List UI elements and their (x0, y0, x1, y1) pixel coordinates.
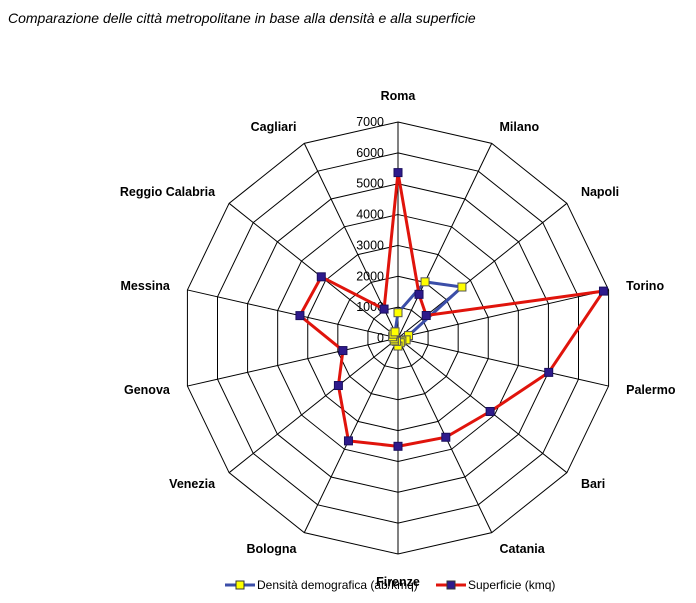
data-point-1-7 (393, 441, 403, 451)
category-label-7: Firenze (376, 575, 420, 589)
category-label-4: Palermo (626, 383, 676, 397)
category-label-9: Venezia (169, 477, 216, 491)
series-lines (295, 168, 608, 451)
category-label-3: Torino (626, 279, 664, 293)
category-label-11: Messina (121, 279, 171, 293)
category-label-6: Catania (500, 542, 546, 556)
category-label-2: Napoli (581, 185, 619, 199)
grid-spoke-11 (187, 289, 399, 339)
tick-label-6000: 6000 (356, 146, 384, 160)
data-point-1-5 (485, 406, 495, 416)
data-point-1-3 (598, 286, 608, 296)
legend: Densità demografica (ab/kmq) Superficie (… (225, 578, 555, 592)
data-point-1-1 (414, 289, 424, 299)
tick-label-3000: 3000 (356, 238, 384, 252)
data-point-0-2 (457, 282, 467, 292)
category-label-0: Roma (381, 89, 417, 103)
data-point-1-10 (338, 346, 348, 356)
category-label-1: Milano (500, 120, 540, 134)
grid-spoke-8 (303, 337, 399, 533)
category-labels: Roma Milano Napoli Torino Palermo Bari Catania… (120, 89, 676, 589)
data-point-1-9 (333, 381, 343, 391)
data-point-1-0 (393, 168, 403, 178)
tick-label-2000: 2000 (356, 269, 384, 283)
data-point-1-11 (295, 311, 305, 321)
data-point-0-0 (393, 308, 403, 318)
category-label-8: Bologna (246, 542, 297, 556)
tick-label-1000: 1000 (356, 300, 384, 314)
legend-marker-1 (446, 580, 456, 590)
data-point-1-6 (441, 432, 451, 442)
series-1 (295, 168, 608, 451)
tick-label-5000: 5000 (356, 177, 384, 191)
data-point-0-13 (390, 327, 400, 337)
grid-spoke-4 (397, 337, 609, 387)
grid-spoke-5 (397, 337, 568, 474)
category-label-13: Cagliari (251, 120, 297, 134)
data-point-1-12 (316, 272, 326, 282)
grid-spoke-12 (228, 202, 399, 339)
legend-label-0: Densità demografica (ab/kmq) (257, 578, 418, 592)
tick-label-7000: 7000 (356, 115, 384, 129)
grid-spoke-9 (228, 337, 399, 474)
legend-marker-0 (235, 580, 245, 590)
grid-spoke-1 (397, 143, 493, 339)
grid-spoke-10 (187, 337, 399, 387)
category-label-5: Bari (581, 477, 605, 491)
data-point-1-13 (379, 304, 389, 314)
tick-label-4000: 4000 (356, 208, 384, 222)
data-point-0-1 (420, 277, 430, 287)
data-point-1-2 (421, 310, 431, 320)
chart-title: Comparazione delle città metropolitane i… (8, 10, 476, 26)
series-0 (388, 277, 467, 351)
category-label-10: Genova (124, 383, 171, 397)
data-point-1-4 (544, 367, 554, 377)
data-point-1-8 (343, 436, 353, 446)
grid-spoke-3 (397, 289, 609, 339)
radial-axis-ticks: 0 1000 2000 3000 4000 5000 6000 7000 (356, 115, 384, 345)
tick-label-0: 0 (377, 331, 384, 345)
category-label-12: Reggio Calabria (120, 185, 216, 199)
legend-label-1: Superficie (kmq) (468, 578, 555, 592)
